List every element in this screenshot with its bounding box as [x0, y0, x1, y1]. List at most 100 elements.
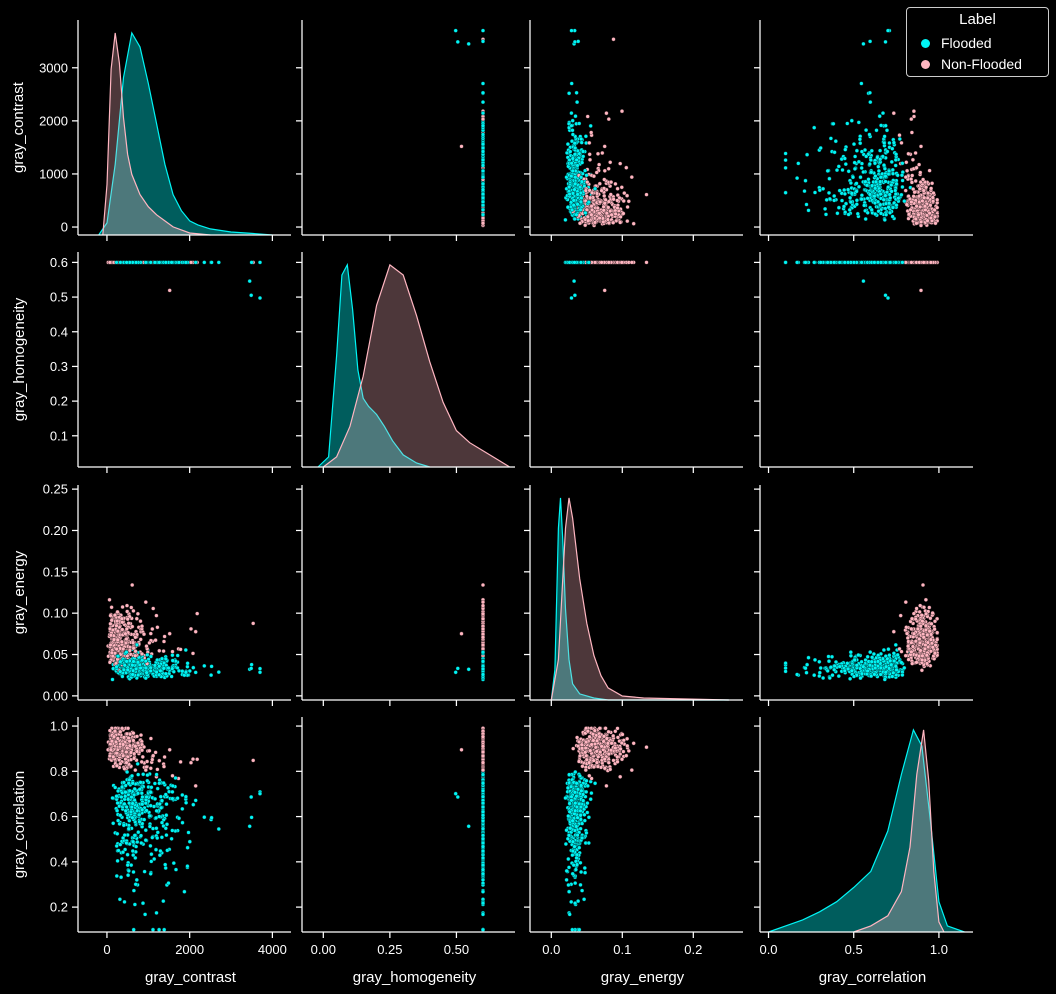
point-non-flooded — [905, 168, 910, 173]
point-flooded — [849, 191, 854, 196]
point-flooded — [859, 260, 864, 265]
point-non-flooded — [592, 260, 598, 265]
point-flooded — [579, 175, 584, 180]
point-flooded — [257, 295, 263, 301]
point-flooded — [881, 197, 886, 202]
point-non-flooded — [480, 117, 486, 122]
point-non-flooded — [910, 173, 915, 178]
point-non-flooded — [625, 204, 630, 210]
point-flooded — [859, 165, 864, 171]
point-flooded — [842, 156, 847, 161]
point-non-flooded — [601, 208, 606, 213]
point-flooded — [881, 163, 887, 168]
point-flooded — [836, 205, 841, 210]
point-flooded — [865, 196, 870, 201]
point-non-flooded — [625, 219, 630, 224]
point-flooded — [827, 176, 832, 181]
point-flooded — [805, 152, 810, 157]
point-flooded — [573, 181, 578, 186]
point-flooded — [803, 260, 808, 265]
point-flooded — [861, 279, 866, 284]
point-flooded — [573, 175, 578, 180]
point-flooded — [575, 192, 580, 197]
point-flooded — [874, 128, 879, 133]
point-flooded — [579, 140, 584, 145]
point-flooded — [572, 39, 577, 44]
point-flooded — [886, 205, 891, 210]
point-flooded — [836, 164, 841, 169]
panel-gray_contrast-vs-gray_homogeneity — [296, 20, 515, 241]
point-flooded — [847, 207, 852, 212]
point-non-flooded — [613, 181, 618, 186]
point-flooded — [837, 188, 842, 193]
point-flooded — [865, 210, 870, 215]
point-flooded — [835, 211, 840, 216]
point-non-flooded — [908, 207, 913, 212]
point-flooded — [899, 173, 905, 178]
point-non-flooded — [910, 157, 915, 162]
point-flooded — [480, 207, 486, 212]
point-flooded — [134, 260, 139, 265]
point-flooded — [873, 211, 878, 217]
point-flooded — [563, 217, 568, 222]
point-flooded — [818, 145, 823, 151]
point-flooded — [569, 81, 574, 86]
point-flooded — [578, 199, 583, 204]
point-flooded — [855, 211, 860, 216]
point-flooded — [480, 212, 486, 217]
point-non-flooded — [611, 37, 616, 42]
point-flooded — [846, 187, 851, 192]
point-flooded — [843, 147, 848, 152]
point-non-flooded — [480, 221, 486, 226]
point-flooded — [878, 148, 883, 153]
point-flooded — [578, 207, 583, 212]
point-non-flooded — [917, 186, 922, 191]
point-flooded — [873, 179, 879, 184]
point-flooded — [843, 210, 848, 215]
point-flooded — [584, 173, 589, 178]
point-non-flooded — [914, 165, 919, 170]
point-non-flooded — [897, 133, 902, 138]
point-flooded — [577, 121, 582, 126]
point-flooded — [571, 203, 576, 208]
point-flooded — [570, 132, 575, 137]
point-non-flooded — [918, 288, 924, 293]
point-flooded — [583, 134, 588, 139]
point-flooded — [864, 154, 869, 159]
point-flooded — [886, 185, 891, 190]
point-flooded — [883, 260, 888, 265]
point-flooded — [216, 260, 221, 265]
point-flooded — [795, 176, 800, 181]
point-flooded — [870, 183, 875, 188]
point-non-flooded — [932, 214, 938, 219]
point-non-flooded — [599, 260, 604, 265]
point-flooded — [802, 189, 807, 194]
point-non-flooded — [587, 157, 593, 162]
y-tick-label: 1000 — [39, 166, 68, 181]
point-non-flooded — [587, 152, 592, 157]
point-flooded — [826, 190, 832, 195]
y-tick-label: 0.4 — [50, 324, 68, 339]
point-flooded — [832, 198, 837, 203]
point-non-flooded — [594, 191, 600, 196]
point-flooded — [783, 260, 788, 265]
point-flooded — [573, 114, 578, 119]
point-flooded — [480, 199, 486, 204]
point-flooded — [894, 152, 899, 157]
point-flooded — [480, 195, 486, 200]
point-non-flooded — [608, 192, 613, 197]
point-flooded — [574, 90, 579, 95]
point-flooded — [812, 260, 817, 265]
point-flooded — [893, 157, 898, 162]
point-flooded — [453, 28, 458, 33]
point-flooded — [247, 279, 252, 284]
point-non-flooded — [619, 109, 625, 114]
point-flooded — [890, 214, 895, 219]
point-non-flooded — [916, 194, 922, 199]
point-flooded — [114, 260, 119, 265]
point-non-flooded — [604, 111, 609, 116]
point-non-flooded — [913, 216, 918, 221]
point-flooded — [825, 168, 830, 173]
point-non-flooded — [918, 204, 923, 209]
point-flooded — [854, 198, 859, 203]
